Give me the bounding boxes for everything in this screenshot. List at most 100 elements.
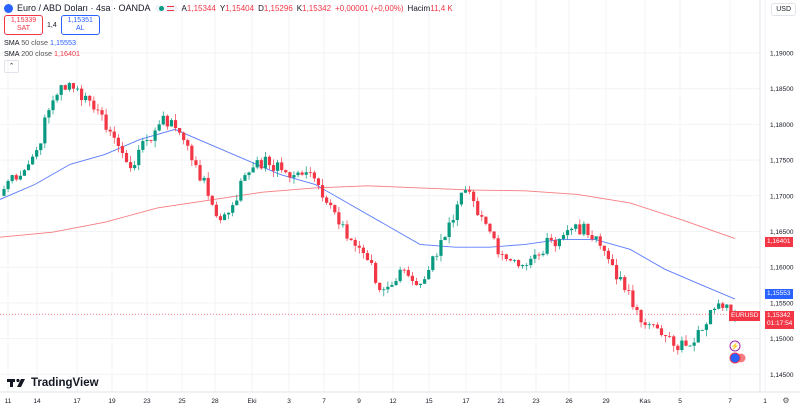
price-change: +0,00001 (+0,00%) <box>335 3 404 13</box>
candle-body <box>382 289 386 291</box>
candle-body <box>712 308 717 311</box>
settings-icon[interactable]: ⚙ <box>782 396 789 405</box>
price-tick-label: 1,19000 <box>770 51 794 58</box>
time-tick-label: 9 <box>357 398 361 405</box>
candle-body <box>672 336 676 346</box>
time-tick-label: 5 <box>678 398 682 405</box>
candle-body <box>67 83 71 90</box>
candle-body <box>590 235 594 240</box>
candle-body <box>512 260 517 261</box>
time-tick-label: 7 <box>728 398 732 405</box>
candle-body <box>128 162 133 169</box>
spread: 1,4 <box>47 21 57 29</box>
candle-body <box>574 224 578 229</box>
candle-body <box>525 265 529 266</box>
candle-body <box>529 258 533 266</box>
price-tick-label: 1,17500 <box>770 158 794 165</box>
equals-icon <box>166 5 174 11</box>
sma50-line <box>0 128 736 300</box>
candle-body <box>639 310 643 323</box>
ohlc-open: A1,15344 <box>181 3 216 13</box>
candle-body <box>659 328 664 336</box>
candle-body <box>684 340 688 346</box>
candle-body <box>696 330 700 343</box>
candle-body <box>312 172 316 179</box>
symbol-title[interactable]: Euro / ABD Doları · 4sa · OANDA <box>17 3 151 13</box>
candle-body <box>84 95 88 101</box>
candle-body <box>631 290 635 308</box>
candle-body <box>721 303 725 308</box>
ohlc-low: D1,15296 <box>258 3 293 13</box>
candle-body <box>18 175 22 180</box>
price-tick-label: 1,15000 <box>770 336 794 343</box>
tradingview-icon <box>7 378 25 387</box>
chart-header: Euro / ABD Doları · 4sa · OANDA A1,15344… <box>4 3 453 13</box>
indicator-sma50[interactable]: SMA 50 close 1,15553 <box>4 38 76 47</box>
candle-body <box>239 180 243 201</box>
candle-body <box>680 340 684 350</box>
candle-body <box>435 255 439 257</box>
lightning-icon[interactable] <box>729 340 741 352</box>
candle-body <box>47 110 51 118</box>
candle-body <box>443 237 447 241</box>
candle-body <box>178 128 182 133</box>
candle-body <box>35 150 39 157</box>
candle-body <box>51 100 55 111</box>
market-open-icon <box>158 5 164 11</box>
candle-body <box>14 175 18 180</box>
candle-body <box>157 124 161 131</box>
candle-body <box>374 262 378 283</box>
candle-body <box>333 205 337 213</box>
time-tick-label: 23 <box>143 398 151 405</box>
candle-body <box>357 245 361 248</box>
candle-body <box>418 283 423 286</box>
candle-body <box>296 172 300 176</box>
candle-body <box>186 140 190 146</box>
volume: Hacim11,4 K <box>407 3 453 13</box>
time-tick-label: 26 <box>565 398 573 405</box>
candle-body <box>692 342 696 346</box>
candle-body <box>537 254 541 256</box>
candle-body <box>227 212 231 215</box>
candle-body <box>337 212 341 225</box>
candle-body <box>541 253 545 256</box>
currency-button[interactable]: USD <box>771 3 796 16</box>
candle-body <box>386 286 390 290</box>
buy-button[interactable]: 1,15351 AL <box>60 15 100 35</box>
candle-body <box>194 160 198 166</box>
candle-body <box>22 170 27 176</box>
indicator-sma200[interactable]: SMA 200 close 1,16401 <box>4 49 80 58</box>
candle-body <box>557 238 561 247</box>
news-icon[interactable] <box>729 352 741 364</box>
candle-body <box>565 230 570 236</box>
time-tick-label: 12 <box>389 398 397 405</box>
sma200-line <box>0 185 736 240</box>
tradingview-logo: TradingView <box>7 377 99 389</box>
candle-body <box>165 115 169 127</box>
candle-body <box>459 192 463 205</box>
candle-body <box>182 132 186 141</box>
candle-body <box>423 279 427 284</box>
candle-body <box>492 231 496 239</box>
candle-body <box>116 137 120 147</box>
candle-body <box>198 165 202 181</box>
price-tick-label: 1,15500 <box>770 300 794 307</box>
candle-body <box>717 303 721 309</box>
time-tick-label: Kas <box>639 398 651 405</box>
candle-body <box>349 238 353 241</box>
time-tick-label: 1 <box>763 398 767 405</box>
trade-panel: 1,15339 SAT 1,4 1,15351 AL <box>4 15 100 35</box>
collapse-indicators-button[interactable]: ⌃ <box>4 60 19 73</box>
candle-body <box>361 247 365 253</box>
candle-body <box>141 141 145 150</box>
candle-body <box>643 322 647 325</box>
price-tick-label: 1,16500 <box>770 229 794 236</box>
last-price-label: 1,15342 01:17:54 <box>765 311 795 329</box>
price-tick-label: 1,17000 <box>770 193 794 200</box>
time-tick-label: 7 <box>322 398 326 405</box>
candle-body <box>582 223 586 235</box>
sell-button[interactable]: 1,15339 SAT <box>4 15 43 35</box>
candle-body <box>173 120 178 129</box>
market-status-pill[interactable] <box>154 4 178 12</box>
